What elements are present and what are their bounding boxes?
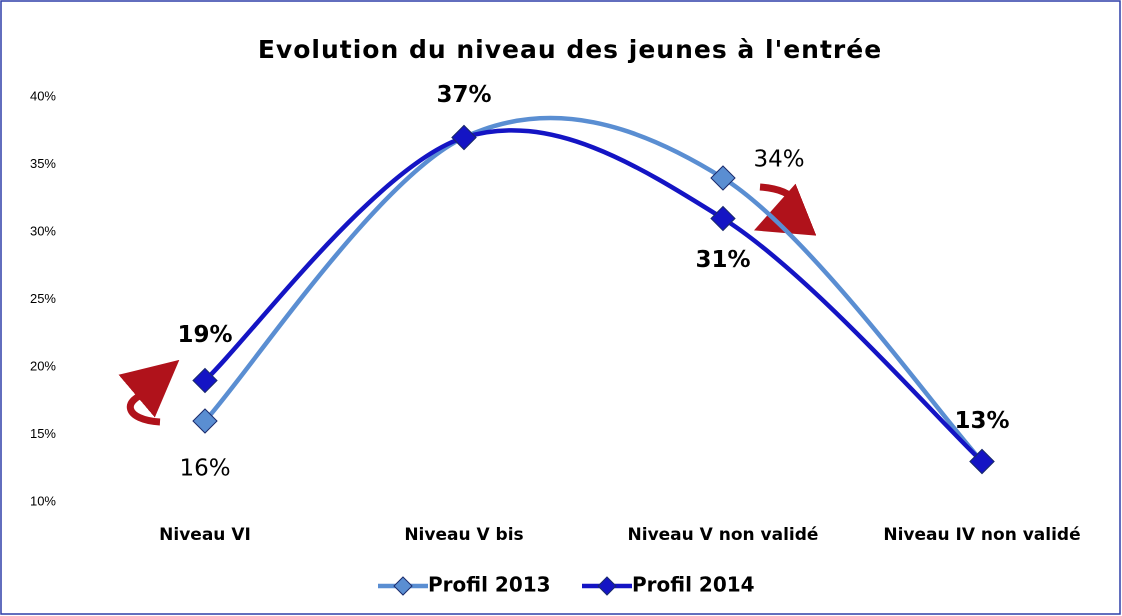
series-line — [203, 128, 984, 464]
marker — [969, 448, 995, 475]
arrow-decoration — [754, 183, 817, 236]
legend-marker — [597, 576, 617, 596]
arrow-decoration — [118, 359, 180, 418]
x-tick-label: Niveau IV non validé — [883, 525, 1080, 545]
legend-label: Profil 2014 — [632, 573, 755, 597]
marker — [192, 367, 218, 394]
legend-label: Profil 2013 — [428, 573, 551, 597]
chart-title: Evolution du niveau des jeunes à l'entré… — [258, 35, 882, 64]
x-tick-label: Niveau V non validé — [628, 525, 819, 545]
data-label: 19% — [177, 322, 232, 348]
legend-marker — [393, 576, 413, 596]
y-tick-label: 30% — [30, 223, 56, 238]
data-label: 37% — [436, 82, 491, 108]
y-tick-label: 40% — [30, 88, 56, 103]
y-tick-label: 10% — [30, 493, 56, 508]
y-tick-label: 15% — [30, 426, 56, 441]
marker — [192, 408, 218, 434]
y-tick-label: 35% — [30, 156, 56, 171]
marker — [710, 205, 736, 232]
marker — [710, 165, 736, 191]
y-tick-label: 25% — [30, 291, 56, 306]
x-tick-label: Niveau VI — [159, 525, 251, 545]
data-label: 16% — [179, 456, 230, 482]
data-label: 31% — [695, 247, 750, 273]
data-label: 34% — [753, 147, 804, 173]
data-label: 13% — [954, 408, 1009, 434]
x-tick-label: Niveau V bis — [404, 525, 523, 545]
y-tick-label: 20% — [30, 358, 56, 373]
series-line — [203, 115, 984, 464]
marker — [451, 124, 477, 151]
